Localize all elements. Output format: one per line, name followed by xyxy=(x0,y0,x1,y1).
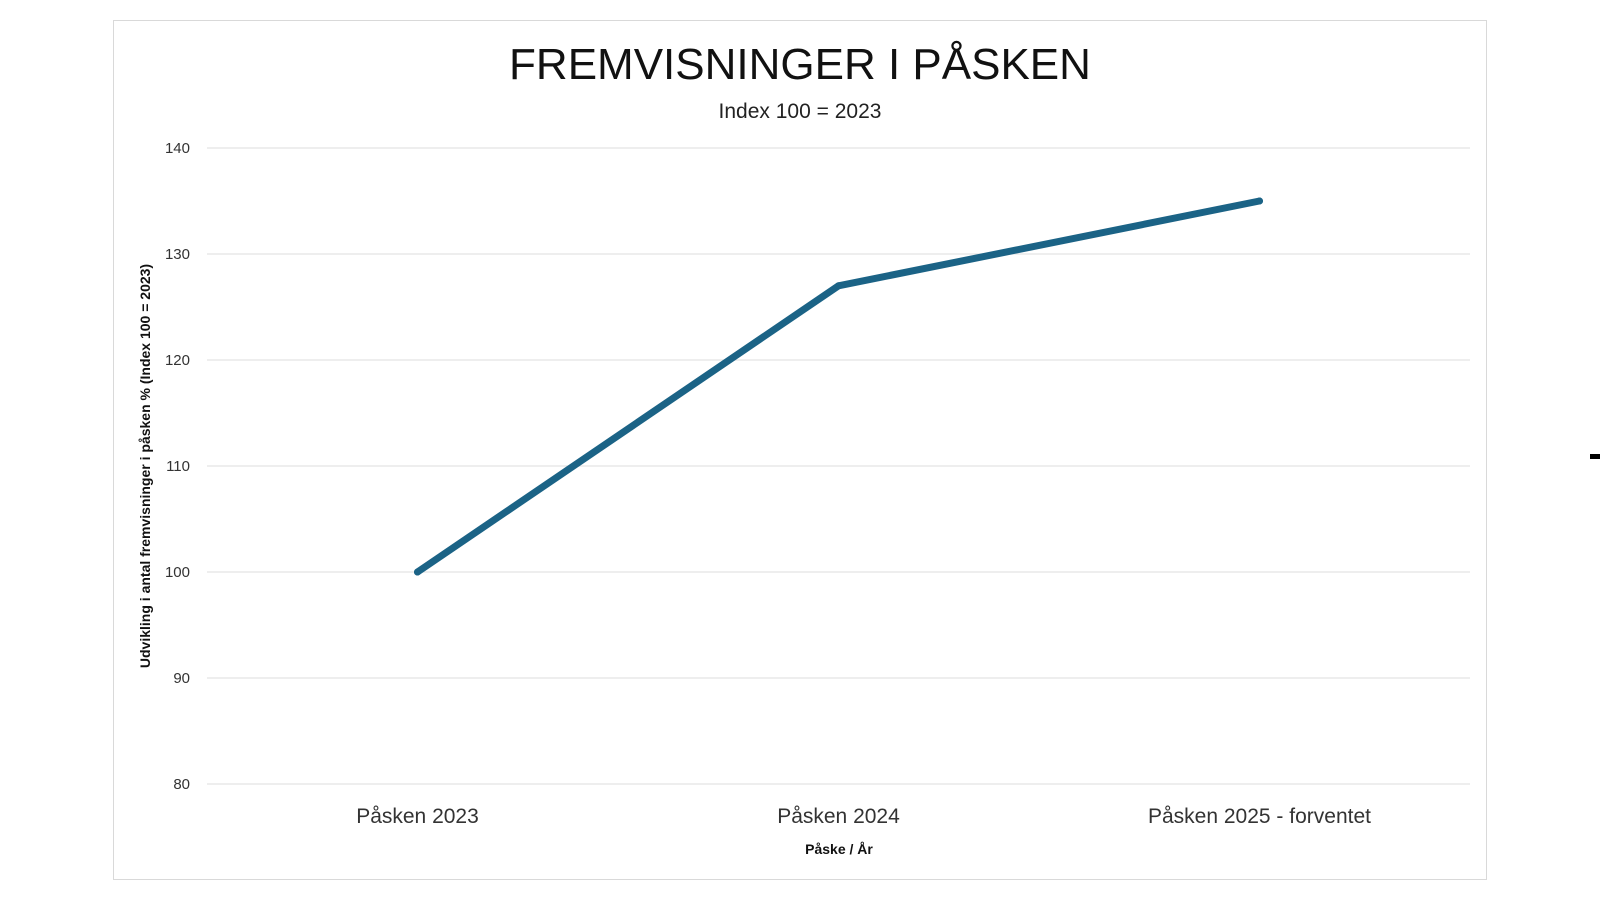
chart-subtitle: Index 100 = 2023 xyxy=(719,100,882,123)
data-point xyxy=(414,568,421,576)
y-tick-label: 90 xyxy=(173,670,190,687)
y-tick-label: 140 xyxy=(165,140,190,157)
x-tick-label: Påsken 2023 xyxy=(356,805,479,828)
chart-title: FREMVISNINGER I PÅSKEN xyxy=(509,40,1091,89)
gridlines xyxy=(207,147,1470,785)
chart-frame xyxy=(113,20,1487,880)
y-tick-label: 80 xyxy=(173,776,190,793)
series-line xyxy=(414,197,1263,576)
x-axis-ticks: Påsken 2023 Påsken 2024 Påsken 2025 - forv… xyxy=(356,805,1371,828)
edge-mark xyxy=(1590,454,1600,459)
x-tick-label: Påsken 2025 - forventet xyxy=(1148,805,1371,828)
y-tick-label: 100 xyxy=(165,564,190,581)
series-lines xyxy=(414,197,1263,576)
data-point xyxy=(835,282,842,290)
data-point xyxy=(1256,197,1263,205)
y-tick-label: 130 xyxy=(165,246,190,263)
x-axis-label: Påske / År xyxy=(805,841,873,857)
y-tick-label: 120 xyxy=(165,352,190,369)
y-axis-ticks: 80 90 100 110 120 130 140 xyxy=(165,140,190,793)
y-axis-label: Udvikling i antal fremvisninger i påsken… xyxy=(137,264,153,668)
y-tick-label: 110 xyxy=(166,458,190,475)
x-tick-label: Påsken 2024 xyxy=(777,805,900,828)
